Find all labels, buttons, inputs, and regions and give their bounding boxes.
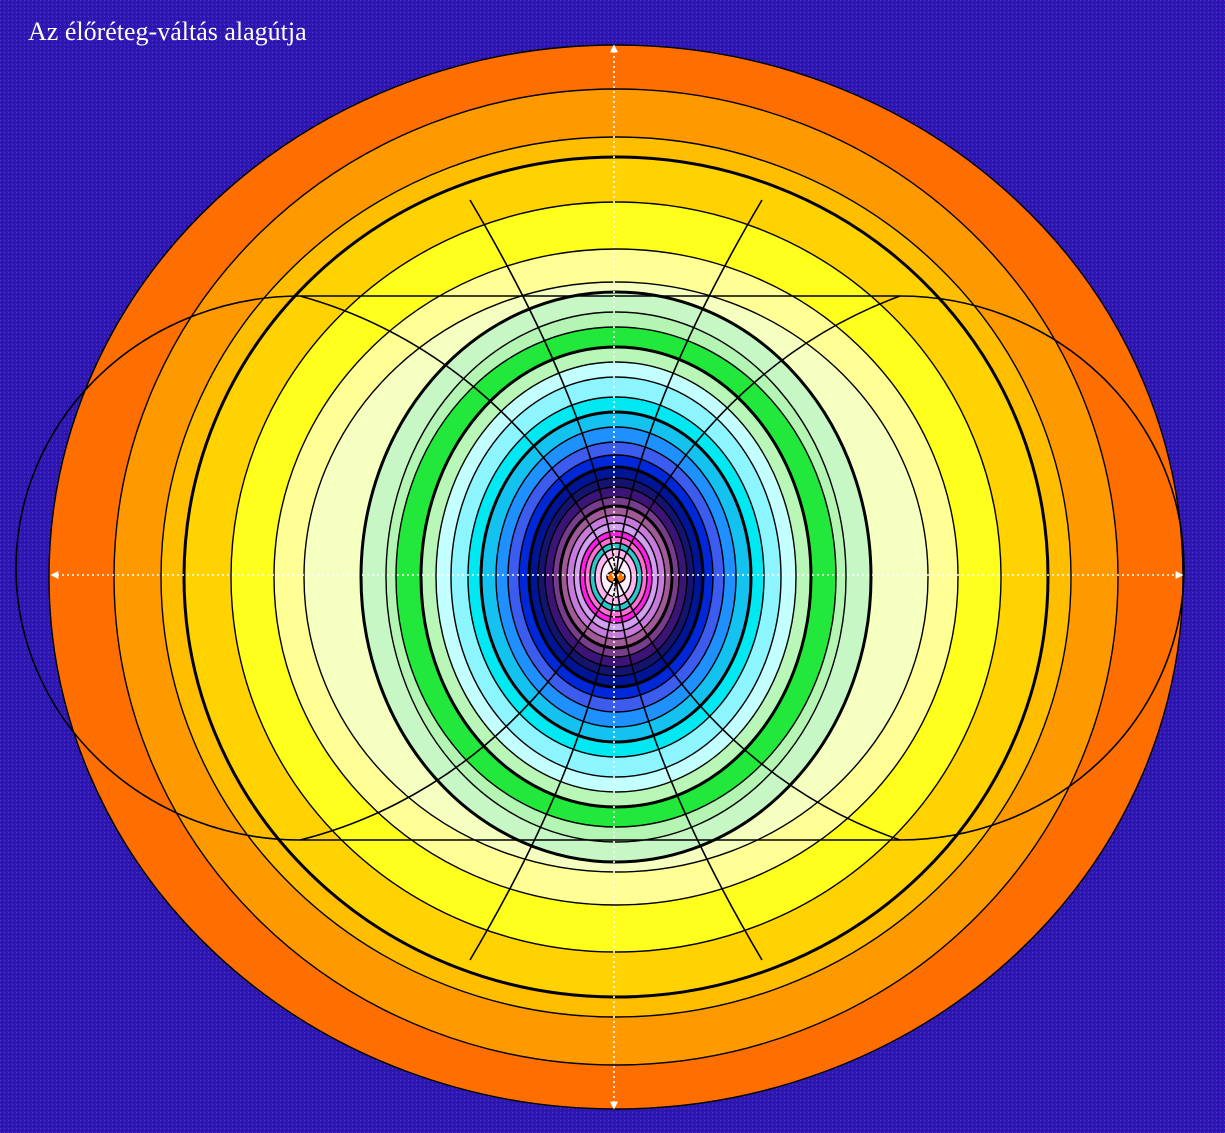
axis-layer [50, 44, 1184, 1110]
diagram-title: Az élőréteg-váltás alagútja [28, 17, 307, 46]
ring-layer [48, 44, 1184, 1110]
